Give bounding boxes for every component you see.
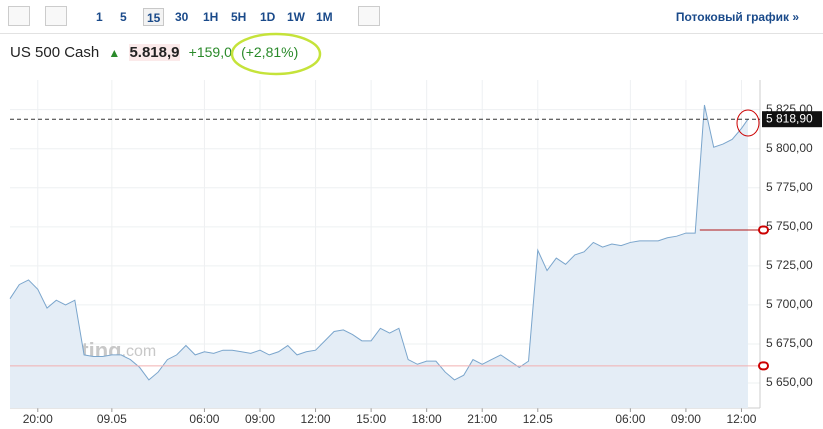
y-tick-label: 5 700,00: [766, 297, 813, 311]
interval-button[interactable]: 15: [143, 8, 165, 26]
x-tick-label: 09:00: [245, 412, 275, 426]
line: [9, 104, 749, 381]
x-tick-label: 09.05: [97, 412, 127, 426]
x-tick-label: 12.05: [523, 412, 553, 426]
candles-icon[interactable]: [8, 6, 30, 26]
y-tick-label: 5 775,00: [766, 180, 813, 194]
interval-button[interactable]: 1M: [316, 10, 333, 24]
interval-button[interactable]: 5: [120, 10, 127, 24]
y-tick-label: 5 725,00: [766, 258, 813, 272]
x-tick-label: 20:00: [23, 412, 53, 426]
price: 5.818,9: [129, 44, 180, 61]
reference-marker: [758, 361, 769, 371]
area-icon[interactable]: [45, 6, 67, 26]
x-tick-label: 18:00: [412, 412, 442, 426]
x-tick-label: 09:00: [671, 412, 701, 426]
x-tick-label: 06:00: [615, 412, 645, 426]
highlight: [230, 32, 322, 76]
x-tick-label: 12:00: [726, 412, 756, 426]
change: +159,0: [188, 44, 232, 60]
interval-button[interactable]: 1D: [260, 10, 276, 24]
x-tick-label: 12:00: [301, 412, 331, 426]
instrument: US 500 Cash: [10, 44, 100, 61]
quote: US 500 Cash ▲ 5.818,9 +159,0 (+2,81%): [10, 44, 303, 61]
stream-link[interactable]: Потоковый график »: [675, 10, 799, 24]
x-tick-label: 21:00: [467, 412, 497, 426]
last-value-label: 5 818,90: [766, 111, 813, 125]
interval-button[interactable]: 1W: [287, 10, 305, 24]
highlight: [736, 109, 760, 137]
y-tick-label: 5 650,00: [766, 375, 813, 389]
x-tick-label: 15:00: [356, 412, 386, 426]
table-icon[interactable]: [358, 6, 380, 26]
toolbar: Потоковый график » 1 5 15 30 1H 5H 1D 1W 1M: [0, 0, 823, 34]
watermark-part: .com: [122, 343, 157, 360]
y-tick-label: 5 800,00: [766, 141, 813, 155]
plot: 5 650,00 5 675,00 5 700,00 5 725,00 5 750,00…: [9, 80, 822, 426]
up-arrow: ▲: [108, 46, 121, 60]
change-pct: (+2,81%): [241, 44, 299, 60]
x-tick-label: 06:00: [189, 412, 219, 426]
y-tick-label: 5 750,00: [766, 219, 813, 233]
last-value-box: [762, 111, 822, 128]
interval-button[interactable]: 1H: [203, 10, 219, 24]
reference-marker: [758, 225, 769, 235]
y-tick-label: 5 675,00: [766, 336, 813, 350]
interval-button[interactable]: 5H: [231, 10, 247, 24]
interval-button[interactable]: 1: [96, 10, 103, 24]
area: [10, 104, 748, 408]
interval-button[interactable]: 30: [175, 10, 189, 24]
